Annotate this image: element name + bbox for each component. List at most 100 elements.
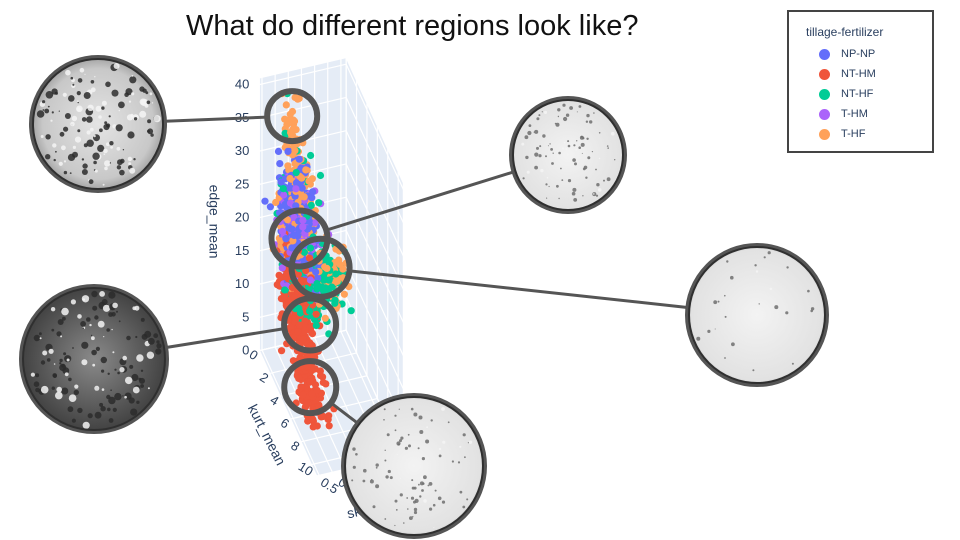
- thumbnail-texture: [438, 454, 442, 458]
- thumbnail-texture: [724, 294, 726, 297]
- data-point-t-hf: [272, 198, 280, 206]
- thumbnail-texture: [63, 126, 69, 132]
- thumbnail-texture: [595, 168, 597, 171]
- thumbnail-texture: [33, 334, 41, 342]
- data-point-np-np: [288, 244, 296, 252]
- data-point-t-hf: [305, 177, 313, 185]
- thumbnail-texture: [467, 442, 469, 444]
- thumbnail-texture: [714, 328, 716, 330]
- micro-ct-thumbnail[interactable]: [685, 243, 829, 387]
- thumbnail-texture: [140, 369, 144, 372]
- thumbnail-texture: [97, 144, 105, 152]
- data-point-t-hf: [286, 114, 294, 123]
- image-callouts: [19, 55, 829, 539]
- highlight-ring[interactable]: [281, 358, 340, 417]
- z-tick-label: 40: [235, 77, 249, 92]
- micro-ct-thumbnail[interactable]: [509, 96, 627, 214]
- thumbnail-texture: [429, 507, 433, 511]
- data-point-nt-hm: [295, 374, 303, 382]
- data-point-t-hf: [286, 174, 294, 183]
- thumbnail-texture: [589, 120, 593, 124]
- thumbnail-texture: [383, 408, 386, 411]
- thumbnail-texture: [136, 400, 140, 404]
- thumbnail-texture: [810, 307, 815, 311]
- data-point-nt-hm: [306, 378, 314, 386]
- thumbnail-texture: [61, 145, 66, 151]
- y-tick-label: 10: [296, 459, 316, 479]
- thumbnail-texture: [51, 386, 55, 390]
- data-point-t-hm: [311, 219, 319, 227]
- micro-ct-thumbnail[interactable]: [29, 55, 167, 193]
- thumbnail-texture: [71, 418, 76, 423]
- thumbnail-texture: [87, 104, 94, 112]
- thumbnail-texture: [534, 152, 539, 157]
- thumbnail-texture: [533, 131, 535, 133]
- thumbnail-texture: [111, 89, 119, 97]
- thumbnail-texture: [77, 78, 83, 83]
- highlight-ring[interactable]: [288, 235, 353, 300]
- data-point-nt-hm: [278, 347, 286, 355]
- data-point-t-hf: [287, 129, 295, 137]
- data-point-nt-hm: [299, 391, 307, 399]
- legend-item-t-hf[interactable]: T-HF: [819, 125, 865, 143]
- legend-item-nt-hf[interactable]: NT-HF: [819, 85, 873, 103]
- thumbnail-texture: [53, 158, 56, 162]
- data-point-nt-hf: [313, 280, 321, 288]
- legend-item-t-hm[interactable]: T-HM: [819, 105, 868, 123]
- thumbnail-texture: [384, 459, 387, 462]
- x-tick-label: 0.5: [318, 474, 341, 496]
- thumbnail-texture: [122, 149, 125, 151]
- data-point-nt-hm: [299, 335, 307, 343]
- thumbnail-texture: [396, 453, 398, 455]
- thumbnail-texture: [102, 304, 111, 312]
- thumbnail-rim: [344, 396, 484, 536]
- micro-ct-thumbnail[interactable]: [341, 393, 487, 539]
- data-point-nt-hm: [308, 366, 316, 375]
- legend-item-np-np[interactable]: NP-NP: [819, 45, 875, 63]
- thumbnail-texture: [565, 113, 570, 117]
- thumbnail-texture: [542, 134, 546, 138]
- data-point-np-np: [290, 231, 298, 239]
- connector-line: [164, 115, 268, 123]
- thumbnail-texture: [40, 135, 44, 138]
- data-point-nt-hm: [322, 380, 330, 388]
- thumbnail-texture: [103, 148, 108, 154]
- thumbnail-texture: [56, 331, 62, 337]
- thumbnail-texture: [767, 251, 771, 255]
- thumbnail-texture: [106, 142, 110, 146]
- thumbnail-texture: [558, 197, 560, 200]
- thumbnail-texture: [92, 152, 100, 160]
- thumbnail-texture: [433, 527, 435, 529]
- thumbnail-texture: [713, 300, 718, 305]
- thumbnail-texture: [133, 158, 136, 161]
- data-point-nt-hf: [300, 248, 308, 256]
- thumbnail-texture: [419, 495, 422, 498]
- highlight-ring[interactable]: [281, 295, 340, 354]
- thumbnail-texture: [74, 384, 79, 389]
- thumbnail-texture: [418, 415, 423, 420]
- thumbnail-texture: [107, 407, 111, 412]
- thumbnail-texture: [774, 305, 779, 310]
- thumbnail-texture: [86, 317, 91, 322]
- data-point-t-hm: [292, 185, 300, 193]
- thumbnail-texture: [611, 131, 615, 136]
- legend-item-nt-hm[interactable]: NT-HM: [819, 65, 876, 83]
- thumbnail-texture: [399, 493, 403, 497]
- thumbnail-texture: [560, 167, 562, 170]
- thumbnail-texture: [82, 298, 85, 301]
- thumbnail-texture: [72, 151, 78, 158]
- thumbnail-texture: [534, 129, 539, 134]
- thumbnail-texture: [52, 373, 57, 378]
- thumbnail-texture: [552, 152, 554, 154]
- data-point-nt-hm: [311, 381, 320, 389]
- thumbnail-texture: [42, 350, 48, 356]
- thumbnail-texture: [603, 179, 605, 182]
- thumbnail-texture: [69, 172, 72, 175]
- data-point-np-np: [295, 155, 303, 163]
- thumbnail-texture: [40, 385, 49, 394]
- thumbnail-texture: [99, 128, 103, 133]
- highlight-ring[interactable]: [264, 88, 321, 145]
- thumbnail-texture: [51, 328, 55, 332]
- thumbnail-texture: [538, 154, 542, 158]
